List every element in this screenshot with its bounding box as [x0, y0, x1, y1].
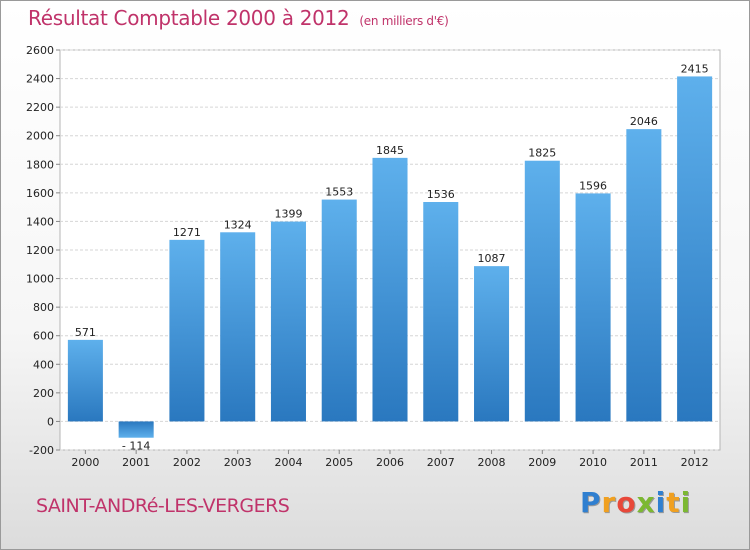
logo-letter: t — [666, 486, 681, 519]
town-name: SAINT-ANDRé-LES-VERGERS — [36, 495, 290, 517]
x-tick-label: 2007 — [427, 456, 455, 469]
bar-2009 — [524, 160, 560, 422]
value-label-2007: 1536 — [427, 188, 455, 201]
x-tick-label: 2011 — [630, 456, 658, 469]
value-label-2004: 1399 — [274, 208, 302, 221]
value-label-2003: 1324 — [224, 218, 252, 231]
value-label-2005: 1553 — [325, 186, 353, 199]
value-label-2002: 1271 — [173, 226, 201, 239]
x-tick-label: 2004 — [274, 456, 302, 469]
chart-title: Résultat Comptable 2000 à 2012 (en millie… — [28, 6, 449, 30]
y-tick-label: 1800 — [26, 158, 54, 171]
chart-title-text: Résultat Comptable 2000 à 2012 — [28, 6, 350, 30]
y-tick-label: 2000 — [26, 130, 54, 143]
y-tick-label: 400 — [33, 358, 54, 371]
bars: 571 - 114 1271 1324 1399 1553 1845 1536 1087 1825… — [67, 62, 713, 453]
value-label-2012: 2415 — [681, 62, 709, 75]
y-tick-label: 1200 — [26, 244, 54, 257]
y-tick-label: 800 — [33, 301, 54, 314]
bar-2005 — [321, 199, 357, 422]
value-label-2009: 1825 — [528, 147, 556, 160]
y-tick-label: -200 — [29, 444, 54, 457]
bar-2000 — [67, 339, 103, 422]
y-tick-label: 2200 — [26, 101, 54, 114]
y-tick-label: 2600 — [26, 44, 54, 57]
bar-2012 — [677, 76, 713, 422]
value-label-2000: 571 — [75, 326, 96, 339]
chart-subtitle: (en milliers d'€) — [359, 14, 449, 28]
bar-2003 — [220, 232, 256, 422]
bar-2011 — [626, 129, 662, 422]
value-label-2006: 1845 — [376, 144, 404, 157]
x-tick-label: 2008 — [478, 456, 506, 469]
bar-2004 — [270, 221, 306, 422]
y-tick-label: 1400 — [26, 215, 54, 228]
x-tick-label: 2005 — [325, 456, 353, 469]
x-tick-label: 2009 — [528, 456, 556, 469]
logo-letter: r — [601, 486, 617, 519]
y-tick-label: 0 — [47, 415, 54, 428]
bar-2007 — [423, 202, 459, 422]
logo-letter: P — [580, 486, 602, 519]
logo-letter: x — [636, 486, 656, 519]
value-label-2011: 2046 — [630, 115, 658, 128]
x-tick-label: 2010 — [579, 456, 607, 469]
logo-letter: o — [616, 486, 637, 519]
x-axis: 2000 2001 2002 2003 2004 2005 2006 2007 2008 2009… — [71, 450, 709, 469]
proxiti-logo: Proxiti — [580, 486, 691, 519]
x-tick-label: 2001 — [122, 456, 150, 469]
bar-2002 — [169, 239, 205, 422]
bar-2010 — [575, 193, 611, 422]
y-tick-label: 1600 — [26, 187, 54, 200]
y-axis: -200 0 200 400 600 800 1000 1200 1400 1600 1800 200… — [26, 44, 60, 457]
x-tick-label: 2006 — [376, 456, 404, 469]
y-tick-label: 600 — [33, 330, 54, 343]
y-tick-label: 200 — [33, 387, 54, 400]
y-tick-label: 1000 — [26, 273, 54, 286]
bar-2001 — [118, 421, 154, 438]
y-tick-label: 2400 — [26, 73, 54, 86]
value-label-2001: - 114 — [122, 440, 150, 453]
x-tick-label: 2012 — [681, 456, 709, 469]
value-label-2010: 1596 — [579, 179, 607, 192]
x-tick-label: 2002 — [173, 456, 201, 469]
x-tick-label: 2000 — [71, 456, 99, 469]
logo-letter: i — [680, 486, 692, 519]
bar-2008 — [474, 266, 510, 422]
logo-letter: i — [655, 486, 667, 519]
x-tick-label: 2003 — [224, 456, 252, 469]
value-label-2008: 1087 — [478, 252, 506, 265]
bar-2006 — [372, 157, 408, 422]
